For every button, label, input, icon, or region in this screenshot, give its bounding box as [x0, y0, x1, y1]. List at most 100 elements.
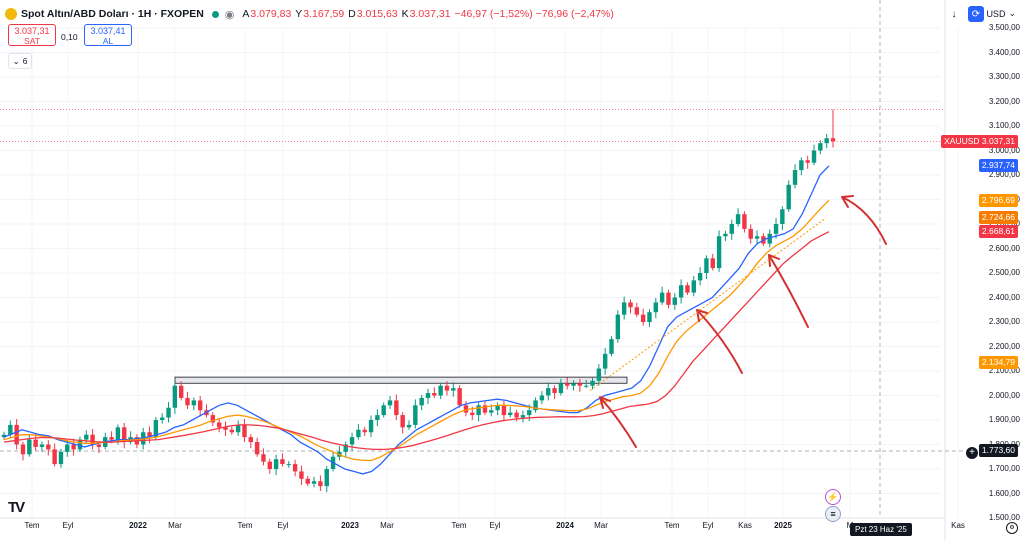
us-flag-event-icon[interactable]: ≡ [825, 506, 841, 522]
candle-body [463, 405, 469, 413]
candle-body [90, 434, 95, 445]
candle-body [311, 481, 317, 484]
price-axis-label: 3.200,00 [988, 96, 1020, 106]
candle-body [451, 388, 456, 391]
candle-body [558, 383, 564, 394]
price-tag-ma-red: 2.668,61 [978, 225, 1018, 239]
candle-body [185, 397, 190, 406]
candle-body [659, 292, 665, 303]
time-axis-label: Eyl [702, 521, 714, 530]
moving-average-line [3, 231, 830, 451]
candle-body [292, 464, 298, 472]
tradingview-logo[interactable]: TV [8, 499, 25, 516]
candle-body [8, 424, 13, 435]
moving-averages-layer [3, 165, 830, 475]
currency-select[interactable]: USD ⌄ [986, 8, 1016, 19]
candle-body [615, 314, 621, 340]
time-axis-label: 2023 [341, 521, 359, 530]
spread-value: 0,10 [61, 32, 78, 42]
candle-body [482, 405, 488, 413]
price-axis-label: 2.300,00 [988, 317, 1020, 326]
candle-body [811, 150, 817, 163]
candle-body [1, 434, 7, 438]
time-axis-label: Eyl [489, 521, 501, 530]
sell-button[interactable]: 3.037,31 SAT [8, 24, 56, 46]
candle-body [147, 432, 152, 438]
candle-body [476, 405, 481, 416]
candle-body [723, 233, 728, 237]
time-axis-label: Eyl [277, 521, 289, 530]
candle-body [533, 400, 538, 411]
candle-body [122, 427, 127, 443]
price-tag-ma-blue: 2.937,74 [978, 159, 1018, 173]
candle-body [166, 407, 171, 418]
candle-body [577, 383, 583, 386]
time-axis-label: Tem [237, 521, 253, 530]
candle-body [489, 410, 494, 413]
candle-body [299, 471, 304, 479]
candle-body [444, 385, 450, 391]
candle-body [172, 385, 178, 408]
candle-body [571, 383, 576, 386]
price-axis-label: 2.200,00 [988, 341, 1020, 351]
candle-body [546, 388, 551, 396]
candle-body [552, 388, 557, 394]
add-alert-icon[interactable]: + [966, 447, 978, 459]
arrow-down-icon[interactable]: ↓ [951, 8, 957, 20]
candle-body [786, 184, 791, 210]
candle-body [685, 285, 690, 293]
symbol-title[interactable]: Spot Altın/ABD Doları · 1H · FXOPEN [21, 8, 204, 20]
candle-body [27, 439, 32, 455]
candle-body [565, 383, 570, 386]
lightning-event-icon[interactable]: ⚡ [825, 489, 841, 505]
candle-body [305, 478, 310, 484]
high-value: 3.167,59 [303, 8, 345, 20]
candle-body [153, 420, 159, 438]
chart-grid [0, 0, 946, 540]
candle-body [628, 302, 633, 308]
candle-body [666, 292, 671, 305]
candle-body [754, 236, 760, 239]
price-axis-label: 1.600,00 [988, 488, 1020, 498]
price-axis-label: 2.000,00 [988, 390, 1020, 400]
candle-body [362, 429, 367, 433]
price-axis-label: 3.000,00 [988, 145, 1020, 155]
eye-icon[interactable]: ◉ [224, 8, 235, 21]
candle-body [495, 405, 500, 411]
candle-body [39, 444, 45, 447]
candle-body [508, 412, 513, 416]
time-axis-label: Tem [664, 521, 680, 530]
toolbar: ↓ ⟳ [946, 6, 984, 22]
candle-body [318, 481, 323, 487]
sync-icon[interactable]: ⟳ [968, 6, 984, 22]
candle-body [805, 160, 810, 163]
gear-icon[interactable]: ⚙ [1006, 522, 1018, 534]
candle-body [381, 405, 386, 416]
time-axis-label: Tem [24, 521, 40, 530]
candle-body [432, 393, 437, 396]
price-axis-label: 2.900,00 [988, 170, 1020, 179]
crosshair-date: Pzt 23 Haz '25 [850, 523, 912, 536]
annotation-arrow [768, 254, 809, 328]
candle-body [368, 420, 374, 433]
price-axis-label: 3.400,00 [988, 47, 1020, 57]
time-axis-label: 2024 [556, 521, 574, 530]
indicators-toggle[interactable]: ⌄ 6 [8, 53, 32, 69]
candle-body [210, 415, 216, 423]
candle-body [216, 422, 222, 428]
annotation-arrow [599, 396, 637, 448]
candle-body [501, 405, 507, 416]
buy-button[interactable]: 3.037,41 AL [84, 24, 132, 46]
chevron-down-icon: ⌄ [12, 55, 20, 66]
candle-body [742, 214, 747, 229]
candle-body [792, 170, 798, 185]
time-axis-label: Kas [738, 521, 752, 530]
candle-body [647, 312, 652, 322]
candle-body [273, 459, 279, 469]
candle-body [71, 444, 76, 450]
moving-average-line [3, 165, 830, 475]
candles-layer [1, 109, 836, 493]
price-axis-label: 1.800,00 [989, 440, 1020, 449]
candle-body [590, 380, 595, 386]
